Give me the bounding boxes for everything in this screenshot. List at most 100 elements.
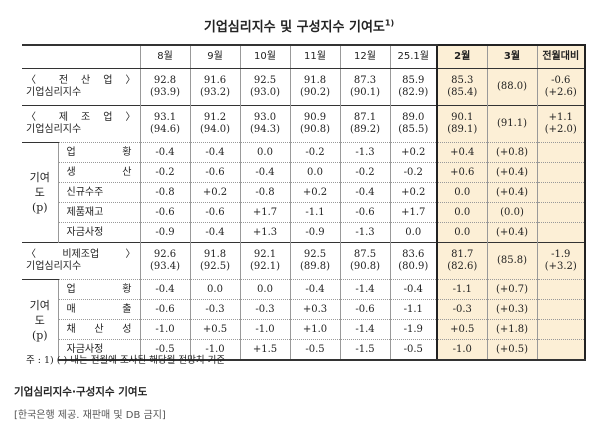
- cell: -1.9 (+3.2): [536, 242, 586, 280]
- cell: -0.6: [189, 162, 240, 183]
- cell-line: 87.5: [353, 249, 377, 260]
- cell: -0.5: [389, 339, 437, 361]
- header-cell: 11월: [289, 44, 340, 69]
- cell: -0.4: [189, 142, 240, 163]
- cell-line: 90.9: [303, 112, 327, 123]
- header-cell: 12월: [339, 44, 390, 69]
- sub-row: 자금사정 -0.5 -1.0 +1.5 -0.5 -1.5 -0.5 -1.0 (+0.5): [22, 339, 586, 361]
- cell-line: 81.7: [451, 249, 474, 260]
- cell: 0.0: [389, 222, 437, 243]
- cell: (+0.4): [486, 162, 537, 183]
- cell: -0.4: [289, 279, 340, 300]
- group-label: 기여도(p): [22, 279, 58, 360]
- cell: -0.4: [339, 182, 390, 203]
- cell: 85.3 (85.4): [436, 68, 487, 106]
- sub-label: 자금사정: [57, 222, 140, 243]
- cell: (+0.4): [486, 182, 537, 203]
- cell-line: (80.9): [398, 261, 429, 272]
- cell-line: 90.1: [451, 112, 474, 123]
- cell: -1.1: [289, 202, 340, 223]
- cell-line: 92.6: [153, 249, 177, 260]
- cell-line: 87.1: [353, 112, 377, 123]
- cell: 0.0: [239, 279, 290, 300]
- cell: [536, 182, 586, 203]
- header-cell: 8월: [139, 44, 190, 69]
- cell: -0.4: [239, 162, 290, 183]
- cell: -1.9: [389, 319, 437, 340]
- cell-line: (82.6): [447, 261, 478, 272]
- cell: 92.5 (89.8): [289, 242, 340, 280]
- cell: 92.1 (92.1): [239, 242, 290, 280]
- cell-line: (88.0): [496, 81, 528, 92]
- cell: 87.1 (89.2): [339, 105, 390, 143]
- cell: -1.1: [436, 279, 487, 300]
- sub-label: 생 산: [57, 162, 140, 183]
- cell: 92.6 (93.4): [139, 242, 190, 280]
- cell-line: 85.9: [402, 75, 425, 86]
- cell-line: (+2.6): [544, 87, 577, 98]
- cell-line: 83.6: [402, 249, 425, 260]
- title: 기업심리지수 및 구성지수 기여도1): [0, 16, 598, 35]
- sub-label: 채 산 성: [57, 319, 140, 340]
- cell: +0.4: [436, 142, 487, 163]
- cell-line: (93.2): [199, 87, 231, 98]
- cell-line: (94.3): [249, 124, 281, 135]
- cell: -1.3: [339, 142, 390, 163]
- sub-label: 자금사정: [57, 339, 140, 361]
- cell: 89.0 (85.5): [389, 105, 437, 143]
- note: 주 : 1) ( ) 내는 전월에 조사된 해당월 전망치 기준: [26, 355, 226, 366]
- cell: -0.4: [139, 279, 190, 300]
- cell-line: (92.1): [249, 261, 281, 272]
- cell-line: (94.6): [149, 124, 181, 135]
- row-label: 〈 전 산 업 〉 기업심리지수: [22, 68, 140, 106]
- cell: -1.5: [339, 339, 390, 361]
- cell: 0.0: [436, 202, 487, 223]
- row-label: 〈비제조업〉 기업심리지수: [22, 242, 140, 280]
- cell: 91.8 (90.2): [289, 68, 340, 106]
- cell: 87.3 (90.1): [339, 68, 390, 106]
- cell-line: -1.9: [551, 249, 571, 260]
- cell-line: 87.3: [353, 75, 377, 86]
- cell: 92.8 (93.9): [139, 68, 190, 106]
- sub-label: 업 황: [57, 279, 140, 300]
- cell-line: 91.6: [203, 75, 227, 86]
- cell: -0.6: [139, 299, 190, 320]
- cell-line: 85.3: [451, 75, 474, 86]
- sub-label: 제품재고: [57, 202, 140, 223]
- cell: 87.5 (90.8): [339, 242, 390, 280]
- cell: 0.0: [239, 142, 290, 163]
- cell: -0.4: [189, 222, 240, 243]
- cell: -0.6: [339, 202, 390, 223]
- sub-row: 채 산 성 -1.0 +0.5 -1.0 +1.0 -1.4 -1.9 +0.5 (+1.8): [22, 319, 586, 340]
- sub-row: 매 출 -0.6 -0.3 -0.3 +0.3 -0.6 -1.1 -0.3 (+0.3): [22, 299, 586, 320]
- title-text: 기업심리지수 및 구성지수 기여도: [203, 20, 385, 35]
- cell-line: 93.1: [153, 112, 177, 123]
- header-cell: 9월: [189, 44, 240, 69]
- cell: [536, 279, 586, 300]
- corner-cell: [22, 44, 140, 69]
- source: [한국은행 제공. 재판매 및 DB 금지]: [14, 410, 166, 421]
- cell: (+0.7): [486, 279, 537, 300]
- cell: +0.2: [389, 182, 437, 203]
- cell: -0.4: [389, 279, 437, 300]
- header-cell: 2월: [436, 44, 487, 69]
- cell: (85.8): [486, 242, 537, 280]
- cell: 0.0: [289, 162, 340, 183]
- caption: 기업심리지수·구성지수 기여도: [14, 386, 148, 398]
- cell: (91.1): [486, 105, 537, 143]
- cell-line: 89.0: [402, 112, 425, 123]
- cell-line: 92.5: [253, 75, 277, 86]
- cell: (+0.8): [486, 142, 537, 163]
- sub-row: 자금사정 -0.9 -0.4 +1.3 -0.9 -1.3 0.0 0.0 (+0.4): [22, 222, 586, 243]
- cell: 91.6 (93.2): [189, 68, 240, 106]
- cell: 0.0: [436, 182, 487, 203]
- cell-line: 92.5: [303, 249, 327, 260]
- cell: (0.0): [486, 202, 537, 223]
- cell-line: (85.4): [447, 87, 478, 98]
- cell: -0.3: [436, 299, 487, 320]
- cell: -0.6: [139, 202, 190, 223]
- cell: (+0.3): [486, 299, 537, 320]
- title-note: 1): [384, 18, 395, 28]
- cell: +1.1 (+2.0): [536, 105, 586, 143]
